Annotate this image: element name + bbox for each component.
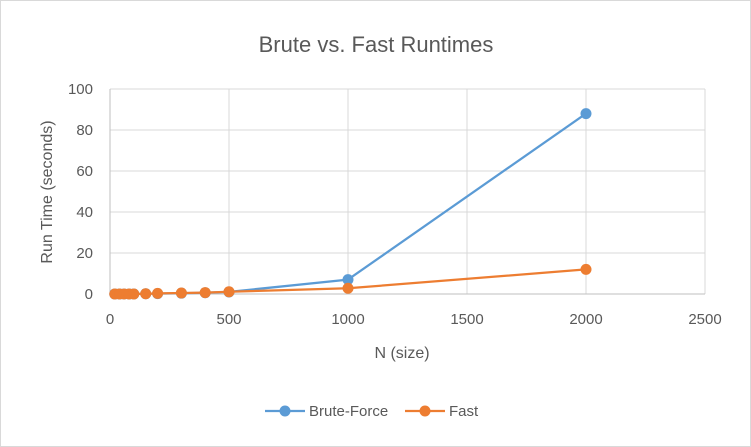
- y-tick-label: 40: [76, 204, 93, 221]
- data-point-series-2: [342, 282, 354, 294]
- y-axis-title: Run Time (seconds): [39, 120, 56, 263]
- legend-marker-2: [419, 405, 431, 417]
- legend-label-1: Brute-Force: [309, 403, 388, 420]
- legend-label-2: Fast: [449, 403, 479, 420]
- y-tick-label: 20: [76, 245, 93, 262]
- data-point-series-2: [152, 287, 164, 299]
- legend: Brute-Force Fast: [265, 403, 479, 420]
- y-tick-label: 80: [76, 122, 93, 139]
- x-tick-label: 500: [216, 311, 241, 328]
- data-point-series-2: [580, 263, 592, 275]
- data-point-series-1: [580, 108, 592, 120]
- x-tick-label: 2500: [688, 311, 721, 328]
- gridlines: [110, 88, 706, 294]
- series-line-1: [114, 112, 587, 296]
- x-tick-label: 2000: [569, 311, 602, 328]
- data-point-series-2: [199, 287, 211, 299]
- plot-series: [109, 108, 592, 300]
- y-tick-label: 60: [76, 163, 93, 180]
- y-tick-label: 100: [68, 81, 93, 98]
- x-tick-label: 0: [106, 311, 114, 328]
- data-point-series-2: [223, 286, 235, 298]
- data-point-series-1: [342, 274, 354, 286]
- x-axis-title: N (size): [374, 345, 429, 362]
- data-point-series-2: [140, 288, 152, 300]
- axes: 0 500 1000 1500 2000 2500 0 20 40 60 80 100: [68, 81, 722, 328]
- x-tick-label: 1000: [331, 311, 364, 328]
- y-tick-label: 0: [85, 286, 93, 303]
- data-point-series-2: [175, 287, 187, 299]
- data-point-series-2: [128, 288, 140, 300]
- chart-title: Brute vs. Fast Runtimes: [259, 32, 494, 57]
- x-tick-label: 1500: [450, 311, 483, 328]
- legend-marker-1: [279, 405, 291, 417]
